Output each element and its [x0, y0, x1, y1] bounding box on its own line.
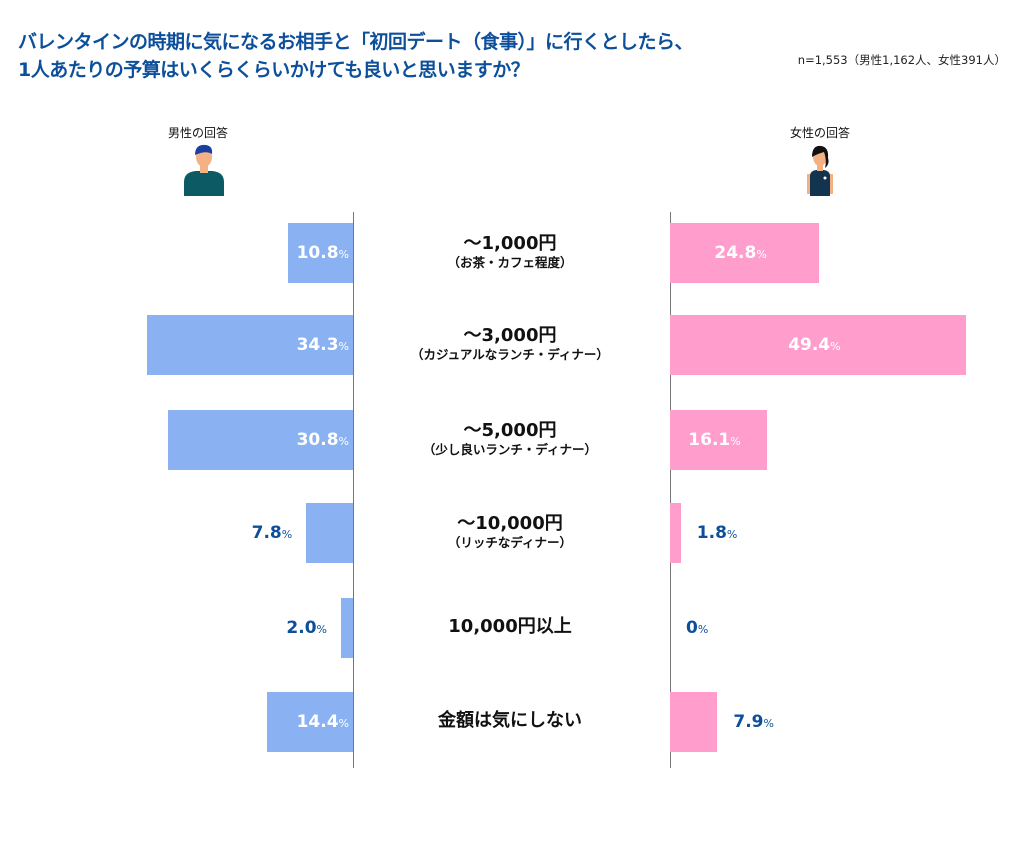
female-bar — [670, 315, 967, 375]
category-label: 金額は気にしない — [380, 710, 640, 732]
category-sub: （リッチなディナー） — [447, 535, 573, 550]
female-value-label: 7.9% — [733, 712, 774, 732]
sample-size-note: n=1,553（男性1,162人、女性391人） — [797, 53, 1006, 67]
female-bar — [670, 410, 767, 470]
male-bar — [168, 410, 353, 470]
category-label: 〜10,000円 （リッチなディナー） — [380, 513, 640, 551]
category-main: 〜3,000円 — [463, 325, 557, 346]
chart-title: バレンタインの時期に気になるお相手と「初回デート（食事）」に行くとしたら、 1人… — [18, 28, 694, 84]
male-value-label: 2.0% — [286, 618, 327, 638]
category-main: 10,000円以上 — [448, 616, 572, 637]
category-sub: （お茶・カフェ程度） — [447, 255, 573, 270]
male-value-label: 14.4% — [296, 712, 349, 732]
female-bar — [670, 223, 819, 283]
male-axis — [353, 212, 354, 768]
female-value-label: 49.4% — [788, 335, 841, 355]
male-bar — [306, 503, 353, 563]
male-value-label: 10.8% — [296, 243, 349, 263]
female-value-label: 1.8% — [696, 523, 738, 543]
female-bar — [670, 503, 681, 563]
category-label: 〜5,000円 （少し良いランチ・ディナー） — [380, 420, 640, 458]
category-label: 〜3,000円 （カジュアルなランチ・ディナー） — [380, 325, 640, 363]
female-series-label: 女性の回答 — [790, 126, 851, 140]
category-main: 〜1,000円 — [463, 233, 557, 254]
category-main: 〜5,000円 — [463, 420, 557, 441]
male-series-label: 男性の回答 — [168, 126, 229, 140]
category-sub: （少し良いランチ・ディナー） — [422, 442, 598, 457]
title-line-2: 1人あたりの予算はいくらくらいかけても良いと思いますか？ — [18, 59, 530, 81]
female-bar — [670, 692, 718, 752]
category-main: 金額は気にしない — [438, 710, 582, 731]
male-bar — [288, 223, 353, 283]
female-value-label: 16.1% — [688, 430, 741, 450]
male-value-label: 7.8% — [251, 523, 293, 543]
category-label: 10,000円以上 — [380, 616, 640, 638]
male-value-label: 30.8% — [296, 430, 349, 450]
female-icon — [807, 145, 833, 196]
male-bar — [341, 598, 353, 658]
female-axis — [670, 212, 671, 768]
category-label: 〜1,000円 （お茶・カフェ程度） — [380, 233, 640, 271]
male-bar — [147, 315, 353, 375]
female-value-label: 0% — [686, 618, 709, 638]
female-value-label: 24.8% — [714, 243, 767, 263]
male-bar — [266, 692, 353, 752]
category-sub: （カジュアルなランチ・ディナー） — [411, 347, 609, 362]
title-line-1: バレンタインの時期に気になるお相手と「初回デート（食事）」に行くとしたら、 — [18, 31, 694, 53]
male-value-label: 34.3% — [296, 335, 349, 355]
category-main: 〜10,000円 — [457, 513, 563, 534]
male-icon — [184, 144, 224, 196]
